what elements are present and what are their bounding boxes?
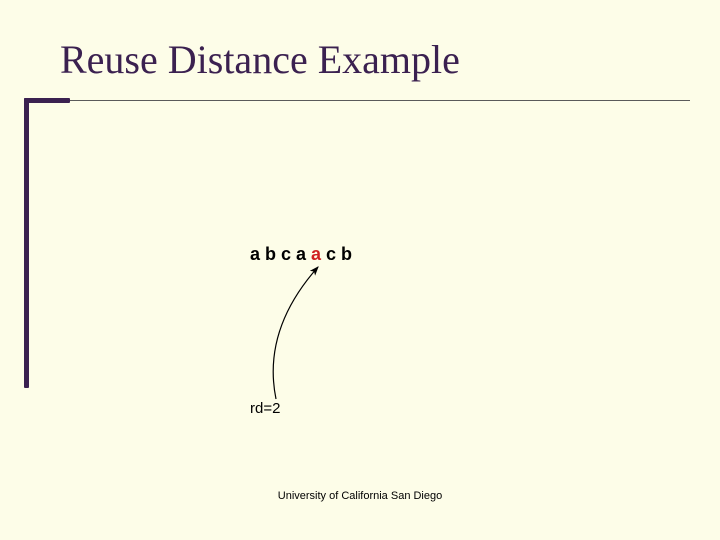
slide-title: Reuse Distance Example <box>60 36 460 83</box>
title-rule-stub <box>24 98 70 103</box>
footer-text: University of California San Diego <box>0 490 720 502</box>
slide: Reuse Distance Example a b c a a c b rd=… <box>0 0 720 540</box>
reference-sequence: a b c a a c b <box>250 244 352 265</box>
left-accent-bar <box>24 98 29 388</box>
title-rule <box>70 100 690 101</box>
reuse-distance-label: rd=2 <box>250 400 280 417</box>
